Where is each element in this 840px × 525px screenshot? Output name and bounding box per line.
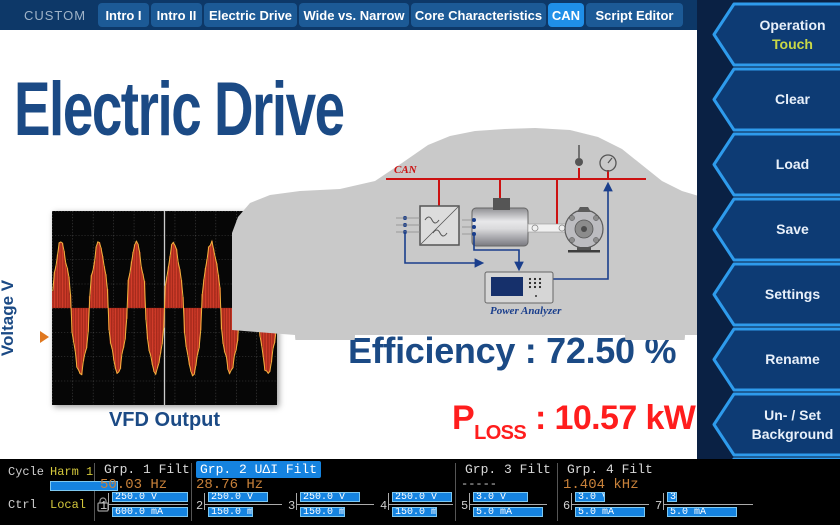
svg-text:CAN: CAN — [394, 164, 418, 176]
svg-text:Power Analyzer: Power Analyzer — [490, 305, 562, 317]
